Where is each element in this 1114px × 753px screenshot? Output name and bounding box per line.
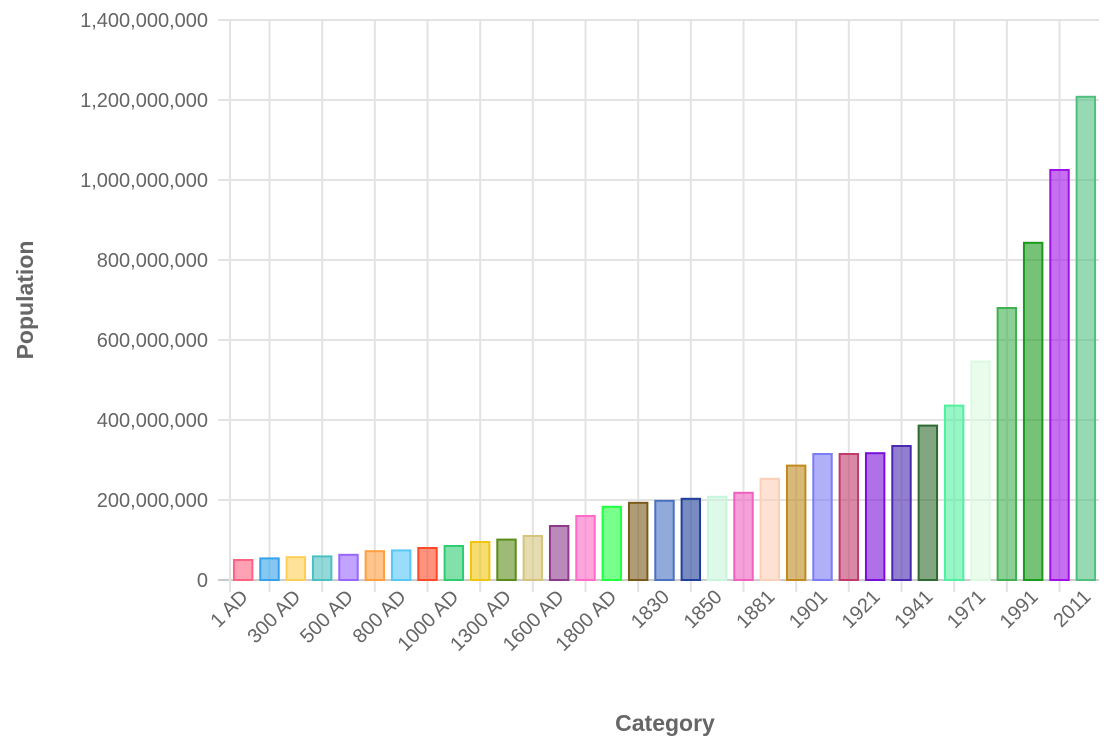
y-tick-label: 1,000,000,000 xyxy=(80,170,208,192)
bar xyxy=(364,550,386,582)
bar xyxy=(338,553,359,581)
x-tick-label: 2011 xyxy=(1049,586,1095,632)
x-tick-label: 1881 xyxy=(732,586,779,633)
x-tick-label: 1991 xyxy=(996,586,1043,633)
bar xyxy=(311,555,333,582)
bar xyxy=(627,501,649,581)
x-axis-title: Category xyxy=(615,710,715,736)
bar xyxy=(601,505,623,581)
y-tick-label: 600,000,000 xyxy=(97,330,208,352)
bar xyxy=(285,556,307,582)
y-tick-label: 1,400,000,000 xyxy=(80,10,208,32)
bar xyxy=(864,452,886,582)
y-tick-label: 1,200,000,000 xyxy=(80,90,208,112)
bar xyxy=(390,549,412,582)
bar xyxy=(759,477,781,581)
x-tick-label: 500 AD xyxy=(296,586,358,648)
bar xyxy=(232,559,254,581)
bar xyxy=(417,547,438,581)
bar xyxy=(891,445,912,581)
bar xyxy=(1022,241,1044,582)
bar xyxy=(812,453,833,581)
bar xyxy=(943,404,965,581)
x-tick-label: 1921 xyxy=(838,586,885,633)
x-tick-label: 1901 xyxy=(785,586,832,633)
x-tick-label: 1 AD xyxy=(206,586,252,632)
bar xyxy=(496,538,517,581)
bar xyxy=(996,307,1018,581)
bar xyxy=(469,541,491,581)
y-tick-label: 0 xyxy=(197,570,208,592)
y-tick-label: 200,000,000 xyxy=(97,490,208,512)
bar xyxy=(917,424,939,581)
y-axis-ticks: 0 200,000,000 400,000,000 600,000,000 800,00… xyxy=(80,10,208,592)
x-tick-label: 300 AD xyxy=(243,586,305,648)
x-tick-label: 1941 xyxy=(890,586,937,633)
x-tick-label: 1830 xyxy=(627,586,674,633)
y-tick-label: 800,000,000 xyxy=(97,250,208,272)
y-axis-title: Population xyxy=(12,241,38,360)
y-tick-label: 400,000,000 xyxy=(97,410,208,432)
bar xyxy=(443,545,465,581)
bar xyxy=(522,535,544,581)
bar xyxy=(680,497,702,581)
bar xyxy=(548,525,570,581)
bars xyxy=(232,95,1097,582)
bar xyxy=(575,515,596,581)
x-tick-label: 1971 xyxy=(943,586,990,633)
bar xyxy=(706,495,728,581)
bar xyxy=(785,464,807,582)
bar xyxy=(970,360,991,581)
bar xyxy=(1075,95,1097,582)
bar xyxy=(259,557,280,582)
bar xyxy=(733,491,754,581)
bar xyxy=(838,453,860,581)
bar xyxy=(1049,169,1070,581)
x-tick-label: 1850 xyxy=(680,586,727,633)
bar xyxy=(654,499,675,581)
